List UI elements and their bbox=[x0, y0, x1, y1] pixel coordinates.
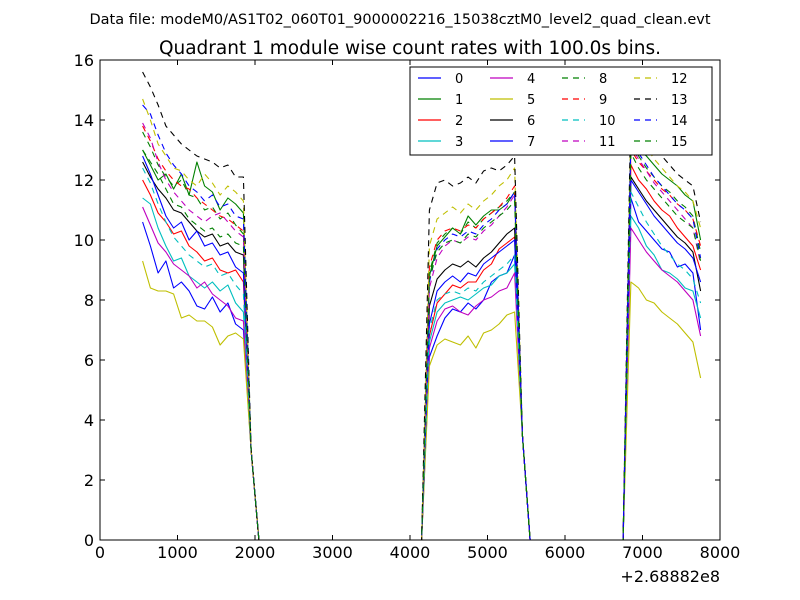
y-tick-label: 10 bbox=[74, 231, 94, 250]
legend-label-8: 8 bbox=[599, 72, 607, 87]
y-tick-label: 2 bbox=[84, 471, 94, 490]
y-tick-label: 16 bbox=[74, 51, 94, 70]
legend-label-10: 10 bbox=[599, 114, 616, 129]
y-tick-label: 8 bbox=[84, 291, 94, 310]
legend-label-15: 15 bbox=[671, 135, 688, 150]
y-tick-label: 6 bbox=[84, 351, 94, 370]
x-tick-label: 1000 bbox=[157, 543, 198, 562]
series-line-0 bbox=[142, 197, 702, 541]
y-tick-label: 14 bbox=[74, 111, 94, 130]
legend-label-1: 1 bbox=[455, 93, 463, 108]
x-tick-label: 3000 bbox=[312, 543, 353, 562]
series-line-10 bbox=[142, 167, 702, 541]
x-tick-label: 2000 bbox=[235, 543, 276, 562]
legend-label-7: 7 bbox=[527, 135, 535, 150]
legend-label-9: 9 bbox=[599, 93, 607, 108]
x-axis: 0 1000 2000 3000 4000 5000 6000 7000 8000 bbox=[95, 60, 740, 562]
chart-suptitle: Data file: modeM0/AS1T02_060T01_90000022… bbox=[89, 12, 710, 28]
legend-label-5: 5 bbox=[527, 93, 535, 108]
series-line-4 bbox=[142, 206, 702, 541]
legend-label-0: 0 bbox=[455, 72, 463, 87]
x-tick-label: 0 bbox=[95, 543, 105, 562]
legend-label-13: 13 bbox=[671, 93, 688, 108]
y-tick-label: 12 bbox=[74, 171, 94, 190]
series-line-6 bbox=[142, 161, 702, 541]
legend-frame bbox=[409, 66, 713, 156]
legend-label-2: 2 bbox=[455, 114, 463, 129]
series-line-2 bbox=[142, 164, 702, 541]
legend-label-3: 3 bbox=[455, 135, 463, 150]
y-tick-label: 0 bbox=[84, 531, 94, 550]
legend-label-11: 11 bbox=[599, 135, 616, 150]
x-tick-label: 8000 bbox=[700, 543, 741, 562]
legend-label-6: 6 bbox=[527, 114, 535, 129]
series-line-5 bbox=[142, 260, 702, 541]
legend-label-14: 14 bbox=[671, 114, 688, 129]
series-line-8 bbox=[142, 131, 702, 541]
x-tick-label: 4000 bbox=[390, 543, 431, 562]
series-line-9 bbox=[142, 125, 702, 541]
series-line-7 bbox=[142, 155, 702, 541]
series-line-14 bbox=[142, 104, 702, 541]
x-tick-label: 6000 bbox=[545, 543, 586, 562]
x-offset-label: +2.68882e8 bbox=[620, 567, 720, 586]
x-tick-label: 5000 bbox=[467, 543, 508, 562]
y-tick-label: 4 bbox=[84, 411, 94, 430]
chart-title: Quadrant 1 module wise count rates with … bbox=[159, 38, 661, 59]
series-line-15 bbox=[142, 149, 702, 541]
x-tick-label: 7000 bbox=[622, 543, 663, 562]
series-line-3 bbox=[142, 197, 702, 541]
legend-label-12: 12 bbox=[671, 72, 688, 87]
legend-label-4: 4 bbox=[527, 72, 535, 87]
series-line-11 bbox=[142, 122, 702, 541]
